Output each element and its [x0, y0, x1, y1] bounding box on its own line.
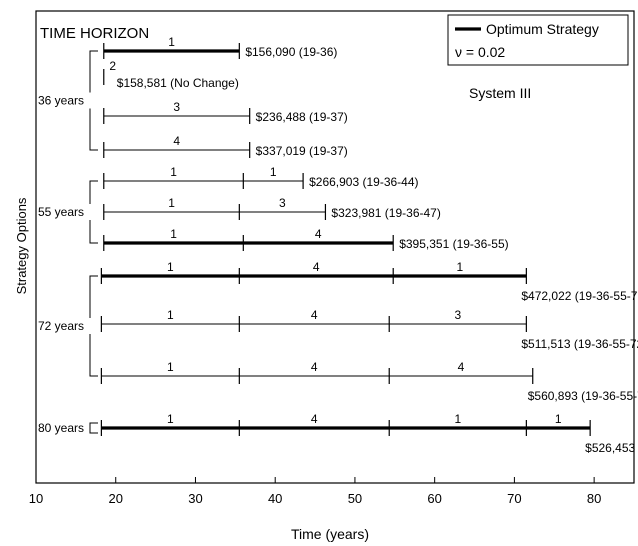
system-label: System III: [469, 85, 531, 101]
strategy-bars: 1 $156,090 (19-36) 2$158,581 (No Change) 3 $…: [100, 35, 638, 455]
segment-label: 4: [315, 227, 322, 241]
segment-label: 4: [458, 360, 465, 374]
legend-nu-text: ν = 0.02: [455, 44, 505, 60]
segment-label: 3: [173, 100, 180, 114]
x-tick-label: 50: [348, 491, 362, 506]
x-tick-label: 70: [507, 491, 521, 506]
cost-label: $158,581 (No Change): [117, 76, 239, 90]
x-axis-label: Time (years): [291, 526, 369, 542]
segment-label: 1: [170, 227, 177, 241]
group-brackets: 36 years 55 years 72 years 80 years: [38, 50, 98, 435]
x-tick-label: 20: [108, 491, 122, 506]
legend: Optimum Strategy ν = 0.02: [447, 14, 629, 66]
strategy-row: 1 $156,090 (19-36): [103, 35, 337, 59]
group-bracket: [89, 422, 98, 434]
segment-label: 3: [279, 196, 286, 210]
x-tick-label: 30: [188, 491, 202, 506]
cost-label: $156,090 (19-36): [245, 45, 337, 59]
group-label: 80 years: [38, 421, 84, 435]
segment-label: 1: [167, 260, 174, 274]
x-tick-label: 60: [427, 491, 441, 506]
x-tick-label: 40: [268, 491, 282, 506]
group-label: 72 years: [38, 319, 84, 333]
group-bracket: [89, 275, 98, 377]
cost-label: $337,019 (19-37): [256, 144, 348, 158]
segment-label: 4: [173, 134, 180, 148]
cost-label: $560,893 (19-36-55-73): [528, 389, 638, 403]
strategy-row: 1 4 $395,351 (19-36-55): [103, 227, 509, 251]
plot-frame: [35, 10, 635, 484]
strategy-row: 1 1 $266,903 (19-36-44): [103, 165, 419, 189]
cost-label: $323,981 (19-36-47): [331, 206, 440, 220]
strategy-row: 2$158,581 (No Change): [103, 59, 239, 90]
segment-label: 2: [109, 59, 116, 73]
segment-label: 1: [454, 412, 461, 426]
x-axis-ticks: 10 20 30 40 50 60 70 80: [29, 477, 601, 506]
segment-label: 1: [168, 35, 175, 49]
strategy-row: 1 4 4 $560,893 (19-36-55-73): [100, 360, 638, 403]
cost-label: $511,513 (19-36-55-72): [521, 337, 638, 351]
segment-label: 1: [456, 260, 463, 274]
segment-label: 1: [170, 165, 177, 179]
group-bracket: [89, 50, 98, 151]
segment-label: 3: [454, 308, 461, 322]
y-axis-label: Strategy Options: [14, 197, 29, 294]
strategy-row: 1 3 $323,981 (19-36-47): [103, 196, 441, 220]
segment-label: 4: [311, 412, 318, 426]
segment-label: 1: [168, 196, 175, 210]
chart-title: TIME HORIZON: [40, 25, 149, 42]
strategy-row: 1 4 1 $472,022 (19-36-55-72): [100, 260, 638, 303]
strategy-row: 4 $337,019 (19-37): [103, 134, 348, 158]
segment-label: 4: [313, 260, 320, 274]
strategy-row: 1 4 1 1 $526,453 (19-36-55-72-80): [100, 412, 638, 455]
group-bracket: [89, 180, 98, 244]
segment-label: 1: [167, 360, 174, 374]
segment-label: 1: [555, 412, 562, 426]
segment-label: 1: [167, 412, 174, 426]
strategy-row: 1 4 3 $511,513 (19-36-55-72): [100, 308, 638, 351]
cost-label: $472,022 (19-36-55-72): [521, 289, 638, 303]
segment-label: 4: [311, 308, 318, 322]
group-label: 55 years: [38, 205, 84, 219]
segment-label: 1: [167, 308, 174, 322]
cost-label: $266,903 (19-36-44): [309, 175, 418, 189]
cost-label: $526,453 (19-36-55-72-80): [585, 441, 638, 455]
segment-label: 1: [270, 165, 277, 179]
legend-box: [447, 14, 629, 66]
group-label: 36 years: [38, 94, 84, 108]
legend-label: Optimum Strategy: [486, 21, 599, 37]
segment-label: 4: [311, 360, 318, 374]
strategy-row: 3 $236,488 (19-37): [103, 100, 348, 124]
cost-label: $236,488 (19-37): [256, 110, 348, 124]
cost-label: $395,351 (19-36-55): [399, 237, 508, 251]
x-tick-label: 10: [29, 491, 43, 506]
x-tick-label: 80: [587, 491, 601, 506]
